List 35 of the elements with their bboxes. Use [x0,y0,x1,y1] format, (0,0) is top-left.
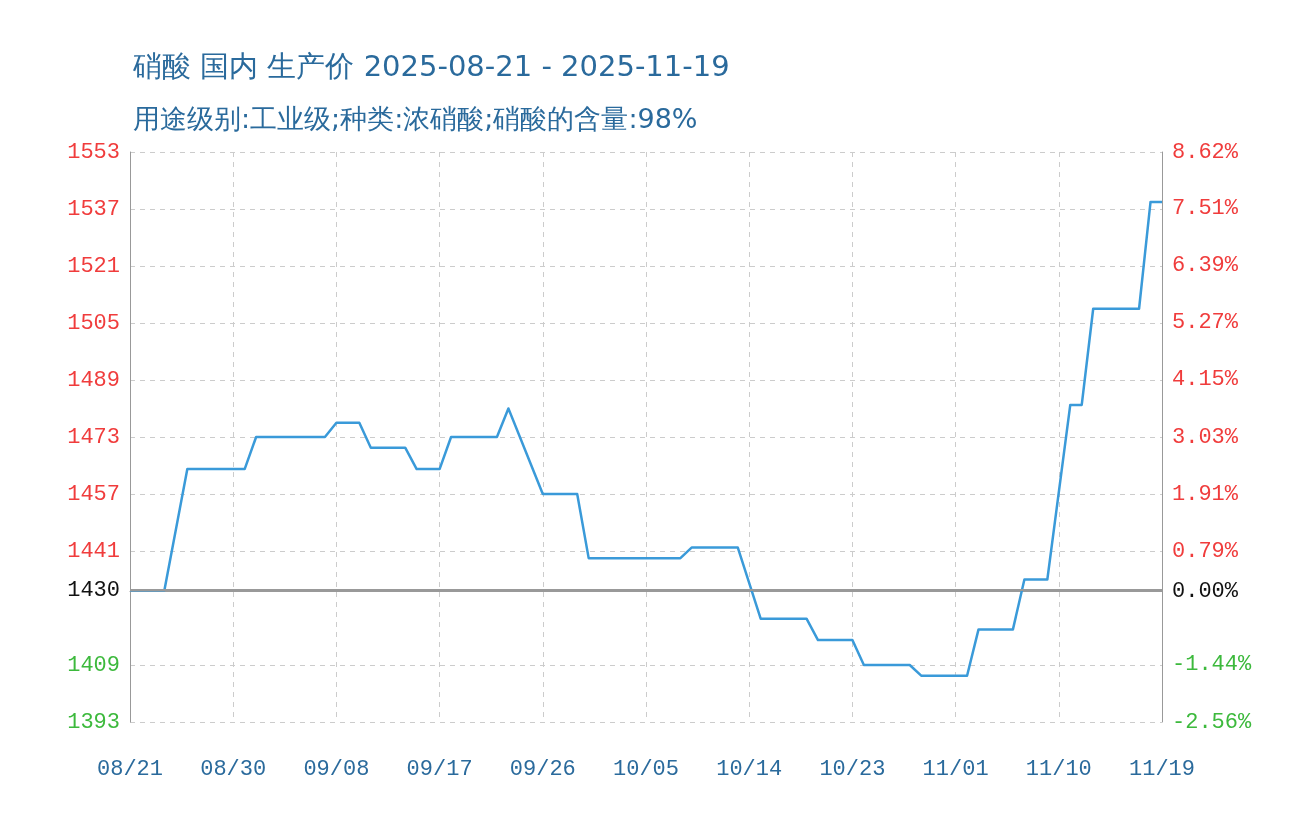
y-tick-label: 1441 [67,538,120,564]
y2-tick-label: -1.44% [1172,652,1253,678]
y-tick-label: 1489 [67,367,120,393]
y2-tick-label: 0.79% [1172,538,1239,564]
y2-tick-label: -2.56% [1172,709,1253,735]
y2-tick-label: 0.00% [1172,578,1239,604]
chart-subtitle: 用途级别:工业级;种类:浓硝酸;硝酸的含量:98% [133,103,698,134]
x-tick-label: 09/26 [509,756,576,782]
y2-tick-label: 8.62% [1172,139,1239,165]
x-tick-label: 08/30 [200,756,267,782]
y-tick-label: 1537 [67,196,120,222]
chart-title: 硝酸 国内 生产价 2025-08-21 - 2025-11-19 [132,48,730,83]
y-tick-label: 1409 [67,652,120,678]
x-tick-label: 09/17 [406,756,473,782]
x-tick-label: 10/14 [716,756,783,782]
y2-tick-label: 7.51% [1172,196,1239,222]
y2-tick-label: 4.15% [1172,367,1239,393]
x-tick-label: 08/21 [96,756,164,782]
y-tick-label: 1430 [67,577,120,603]
y-tick-label: 1393 [67,709,120,735]
y2-tick-label: 1.91% [1172,481,1239,507]
x-tick-label: 11/10 [1025,756,1092,782]
x-tick-label: 10/23 [819,756,886,782]
y2-tick-label: 3.03% [1172,424,1239,450]
y-tick-label: 1553 [67,139,120,165]
y2-tick-label: 5.27% [1172,310,1239,336]
y-tick-label: 1473 [67,424,120,450]
y-tick-label: 1505 [67,310,120,336]
y-tick-label: 1457 [67,481,120,507]
x-tick-label: 11/01 [922,756,989,782]
x-tick-label: 11/19 [1128,756,1196,782]
y2-tick-label: 6.39% [1172,253,1239,279]
y-tick-label: 1521 [67,253,120,279]
x-tick-label: 09/08 [303,756,370,782]
x-tick-label: 10/05 [612,756,680,782]
